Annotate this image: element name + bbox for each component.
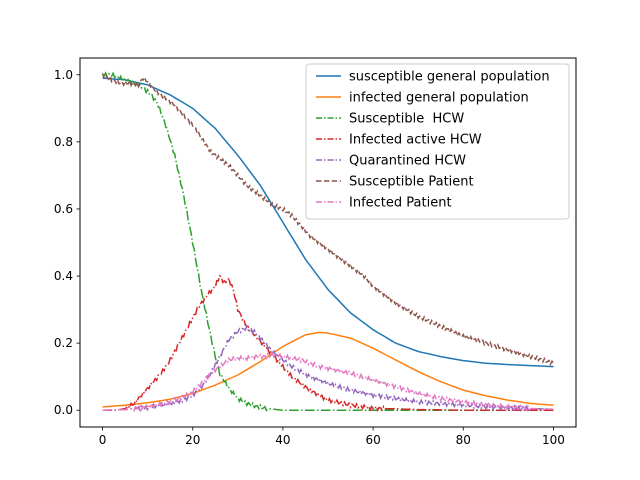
legend: susceptible general population infected g… [305, 63, 570, 220]
y-tick-label: 0.2 [54, 336, 73, 350]
series-layer [101, 71, 555, 413]
series-line-0 [102, 77, 554, 368]
legend-label: Infected Patient [349, 196, 452, 211]
x-tick-label: 40 [275, 433, 290, 447]
series-line-2 [102, 71, 554, 412]
plot-frame [79, 57, 577, 428]
legend-label: Susceptible HCW [349, 112, 464, 127]
legend-label: infected general population [349, 91, 529, 106]
x-tick-label: 60 [365, 433, 380, 447]
axis-ticks: 0 20 40 60 80 100 0.0 0.2 0.4 0.6 0.8 1.0 [54, 68, 565, 447]
legend-box [305, 63, 570, 220]
x-tick-label: 20 [185, 433, 200, 447]
y-tick-label: 1.0 [54, 68, 73, 82]
legend-label: Quarantined HCW [349, 154, 466, 169]
series-line-6 [102, 351, 554, 412]
x-tick-label: 100 [542, 433, 565, 447]
legend-label: Susceptible Patient [349, 175, 474, 190]
series-line-5 [101, 72, 555, 367]
x-tick-label: 80 [456, 433, 471, 447]
y-tick-label: 0.4 [54, 269, 73, 283]
y-tick-label: 0.6 [54, 202, 73, 216]
legend-label: susceptible general population [349, 70, 550, 85]
series-line-4 [102, 323, 554, 413]
y-tick-label: 0.8 [54, 135, 73, 149]
legend-label: Infected active HCW [349, 133, 482, 148]
series-line-1 [102, 331, 554, 408]
y-tick-label: 0.0 [54, 403, 73, 417]
x-tick-label: 0 [99, 433, 107, 447]
